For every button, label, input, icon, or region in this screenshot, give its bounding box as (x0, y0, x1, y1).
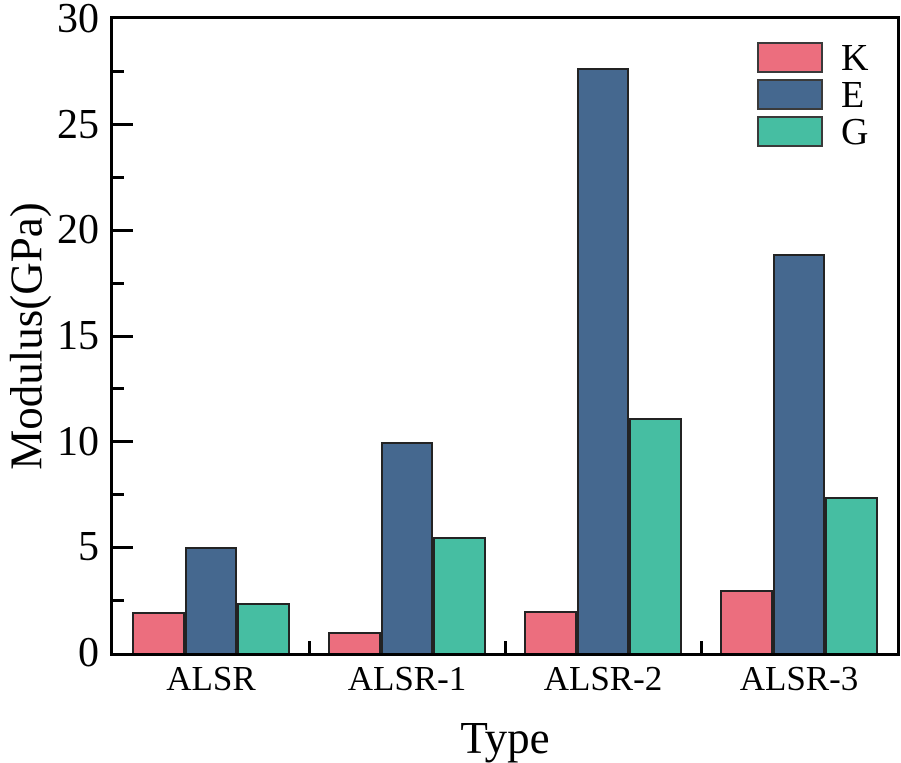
legend-item-G: G (757, 113, 868, 151)
legend-label: K (841, 36, 869, 79)
y-minor-tick (113, 176, 124, 179)
y-tick-label: 30 (57, 0, 99, 42)
y-major-tick (113, 228, 133, 232)
legend-label: E (841, 73, 865, 116)
x-tick-label: ALSR-3 (739, 659, 859, 698)
x-tick-label: ALSR-2 (543, 659, 663, 698)
y-minor-tick (113, 70, 124, 74)
plot-area (110, 16, 900, 656)
y-tick-label: 0 (78, 630, 99, 676)
y-tick-label: 20 (57, 207, 99, 254)
legend-swatch-E (757, 79, 823, 110)
bar-ALSR-3-K (720, 589, 773, 653)
x-axis-title: Type (460, 713, 550, 763)
bar-ALSR-2-G (629, 418, 682, 653)
legend-item-K: K (757, 39, 868, 77)
legend-swatch-G (757, 116, 823, 147)
bar-ALSR-E (184, 547, 238, 653)
legend-item-E: E (757, 76, 868, 114)
y-major-tick (113, 334, 133, 338)
y-tick-label: 10 (57, 418, 99, 465)
bar-ALSR-1-K (328, 631, 381, 653)
bar-ALSR-1-E (380, 441, 434, 653)
y-minor-tick (113, 281, 124, 285)
bar-ALSR-1-G (433, 536, 486, 653)
legend-label: G (841, 110, 869, 153)
bar-ALSR-K (132, 611, 185, 653)
y-major-tick (113, 440, 133, 444)
bar-ALSR-3-E (772, 253, 826, 653)
x-separator-tick (503, 641, 507, 653)
bar-ALSR-2-K (524, 610, 577, 653)
y-minor-tick (113, 598, 124, 602)
x-separator-tick (699, 641, 703, 653)
y-minor-tick (113, 387, 124, 391)
y-tick-label: 15 (57, 313, 99, 359)
y-tick-label: 25 (57, 101, 99, 148)
bar-ALSR-3-G (825, 496, 878, 653)
x-tick-label: ALSR (166, 659, 256, 698)
y-minor-tick (113, 493, 124, 496)
y-major-tick (113, 545, 133, 549)
legend-swatch-K (757, 42, 823, 73)
x-separator-tick (307, 641, 311, 653)
bar-ALSR-G (237, 603, 290, 653)
y-major-tick (113, 123, 133, 127)
bar-ALSR-2-E (576, 67, 630, 653)
x-tick-label: ALSR-1 (347, 659, 467, 698)
y-tick-label: 5 (78, 524, 99, 571)
